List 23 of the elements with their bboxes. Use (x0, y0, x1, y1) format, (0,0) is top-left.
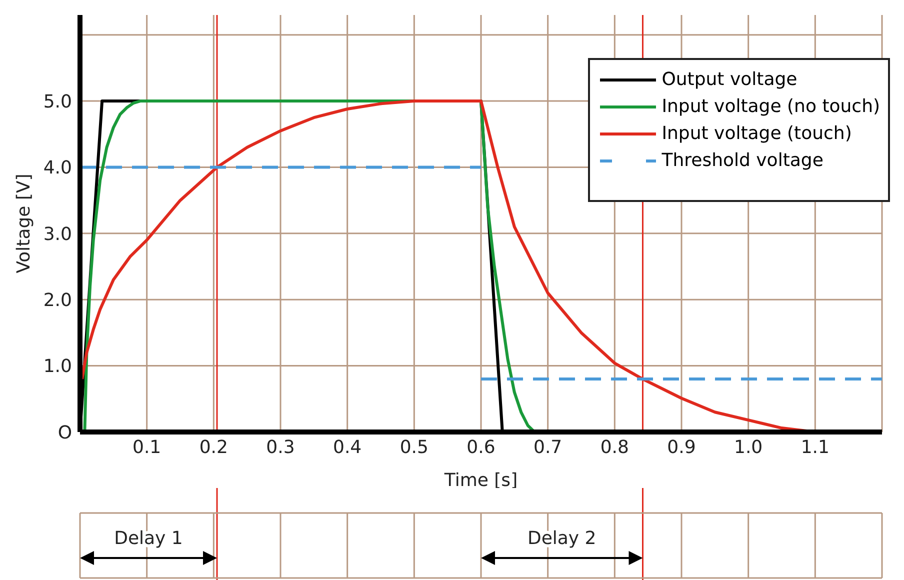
y-tick-label: 2.0 (43, 290, 72, 312)
x-tick-label: 0.7 (534, 436, 562, 458)
x-tick-label: 0.9 (667, 436, 696, 458)
y-tick-label: O (58, 422, 72, 444)
legend-label: Output voltage (662, 69, 798, 90)
x-tick-label: 0.4 (333, 436, 362, 458)
x-tick-label: 0.5 (400, 436, 428, 458)
x-tick-label: 0.6 (466, 436, 496, 458)
x-tick-label: 0.1 (132, 436, 162, 458)
legend-label: Input voltage (no touch) (662, 96, 880, 117)
x-tick-label: 0.3 (266, 436, 295, 458)
x-tick-label: 0.8 (600, 436, 629, 458)
x-axis-title: Time [s] (443, 470, 518, 491)
y-tick-label: 5.0 (43, 91, 72, 112)
legend-label: Threshold voltage (662, 150, 824, 171)
x-tick-label: 0.2 (199, 436, 228, 458)
legend-label: Input voltage (touch) (662, 123, 852, 144)
y-tick-label: 4.0 (43, 158, 72, 179)
x-tick-label: 1.1 (800, 436, 830, 458)
y-axis-title: Voltage [V] (14, 174, 34, 274)
y-tick-label: 1.0 (43, 356, 72, 378)
y-tick-label: 3.0 (43, 224, 72, 245)
x-tick-label: 1.0 (734, 436, 763, 458)
